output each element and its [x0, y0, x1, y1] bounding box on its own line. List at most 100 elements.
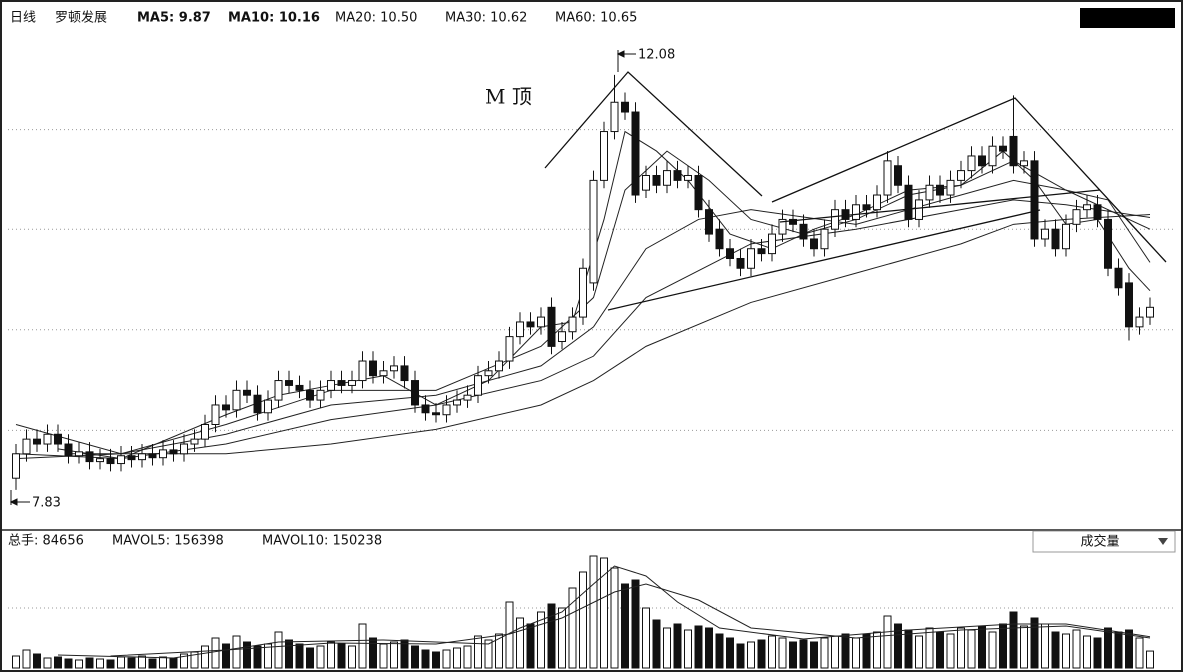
volume-bar: [579, 571, 587, 669]
volume-bar: [474, 635, 482, 669]
volume-bar: [946, 633, 955, 669]
volume-bar: [789, 641, 797, 669]
candle-body: [873, 194, 881, 211]
volume-bar: [862, 633, 871, 669]
candle-body: [621, 101, 629, 113]
volume-bar: [915, 635, 923, 669]
candle-body: [978, 155, 986, 167]
volume-bar: [1146, 650, 1154, 669]
volume-bar: [243, 641, 251, 669]
volume-bar: [652, 619, 661, 669]
candle-body: [22, 438, 31, 455]
candle-body: [306, 389, 314, 401]
dropdown-arrow[interactable]: [1158, 538, 1168, 545]
pattern-annotation: M 顶: [485, 85, 532, 109]
volume-bar: [348, 645, 356, 669]
volume-bar: [159, 656, 167, 669]
volume-bar: [904, 629, 913, 669]
candle-body: [558, 331, 566, 342]
candle-body: [925, 184, 934, 201]
volume-bar: [568, 587, 577, 669]
volume-bar: [432, 651, 440, 669]
arrow-trough: [9, 490, 30, 506]
candle-body: [988, 145, 997, 167]
candle-body: [148, 453, 157, 459]
candle-body: [211, 404, 220, 425]
candle-body: [495, 360, 503, 372]
candle-body: [64, 443, 73, 457]
candle-body: [894, 165, 902, 186]
indicator: MA30: 10.62: [445, 11, 527, 26]
candle-body: [768, 233, 776, 255]
candle-body: [789, 218, 797, 225]
volume-bar: [33, 653, 41, 669]
candle-body: [75, 451, 83, 457]
volume-bar: [127, 657, 136, 669]
candle-body: [169, 449, 178, 455]
candle-body: [1114, 267, 1123, 289]
candle-body: [442, 404, 451, 416]
candle-body: [747, 248, 755, 269]
volume-bar: [988, 631, 997, 669]
candle-body: [159, 449, 167, 459]
volume-bar: [925, 627, 934, 669]
volume-bar: [64, 658, 73, 669]
candle-body: [117, 455, 125, 465]
volume-bar: [232, 635, 241, 669]
volume-bar: [12, 655, 20, 669]
volume-bar: [715, 633, 724, 669]
period-label: 日线: [10, 11, 36, 26]
candle-body: [694, 174, 703, 211]
candle-body: [96, 458, 104, 463]
candle-body: [600, 131, 608, 181]
candle-body: [463, 394, 472, 401]
candle-body: [526, 321, 535, 328]
volume-bar: [705, 627, 713, 669]
candle-body: [736, 257, 745, 269]
selector-label[interactable]: 成交量: [1080, 534, 1119, 550]
trough-label: 7.83: [32, 496, 61, 511]
candle-body: [411, 380, 419, 406]
volume-bar: [1062, 633, 1070, 669]
volume-bar: [642, 607, 650, 669]
volume-bar: [306, 647, 314, 669]
volume-bar: [999, 623, 1007, 669]
volume-bar: [211, 637, 220, 669]
candle-body: [243, 389, 251, 396]
volume-bar: [768, 635, 776, 669]
volume-bar: [1051, 631, 1060, 669]
candle-body: [1125, 282, 1133, 328]
volume-bar: [379, 643, 388, 669]
candle-body: [537, 316, 545, 328]
peak-label: 12.08: [638, 48, 675, 63]
volume-bar: [852, 637, 860, 669]
volume-bar: [967, 629, 976, 669]
volume-bar: [883, 615, 892, 669]
volume-bar: [799, 639, 808, 669]
candle-body: [379, 370, 388, 377]
candle-body: [663, 170, 671, 186]
candle-body: [453, 399, 461, 406]
volume-bar: [516, 617, 524, 669]
candle-body: [358, 360, 367, 382]
volume-bar: [1135, 637, 1144, 669]
volume-bar: [673, 623, 682, 669]
volume-bar: [547, 603, 556, 669]
volume-bar: [22, 649, 31, 669]
volume-bar: [957, 627, 965, 669]
indicator-selector[interactable]: [1032, 530, 1176, 553]
volume-bar: [1114, 631, 1123, 669]
candle-body: [883, 160, 892, 196]
volume-bar: [894, 623, 902, 669]
volume-bar: [1041, 623, 1049, 669]
candle-body: [127, 455, 136, 461]
volume-bar: [1125, 629, 1133, 669]
candle-body: [295, 384, 304, 391]
candle-body: [1146, 306, 1154, 318]
candle-body: [820, 228, 829, 250]
volume-bar: [484, 639, 493, 669]
volume-bar: [337, 643, 346, 669]
volume-bar: [694, 625, 703, 669]
redacted-box: [1080, 8, 1175, 28]
volume-bar: [400, 639, 409, 669]
